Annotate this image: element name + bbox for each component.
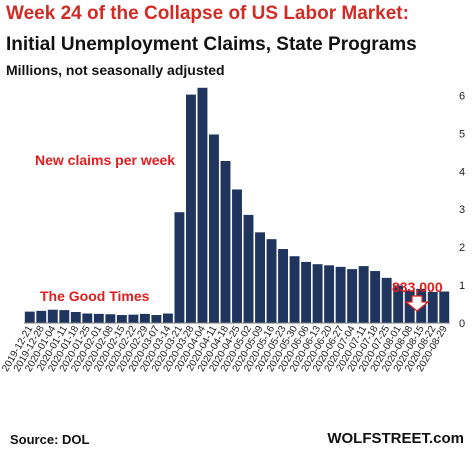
annotation-latest-value: 833,000: [392, 279, 443, 295]
chart-units: Millions, not seasonally adjusted: [6, 62, 225, 78]
bar-2020-01-11: [59, 310, 70, 323]
y-tick-label: 0: [459, 318, 465, 330]
bar-2020-02-08: [105, 314, 116, 323]
bar-2020-04-25: [232, 189, 242, 323]
down-arrow-icon: [404, 295, 430, 312]
bar-2020-01-25: [82, 313, 93, 323]
brand-label: WOLFSTREET.com: [327, 430, 464, 447]
bar-2019-12-21: [24, 311, 35, 323]
source-label: Source: DOL: [10, 432, 90, 447]
bar-2020-01-18: [70, 312, 81, 323]
bar-2020-02-22: [128, 314, 139, 323]
bar-2020-08-08: [404, 290, 415, 323]
bar-2020-02-15: [116, 315, 127, 323]
y-tick-label: 2: [459, 242, 465, 254]
y-tick-labels: 0 1 2 3 4 5 6: [459, 90, 465, 330]
bar-2020-05-30: [289, 256, 300, 323]
chart-subtitle: Initial Unemployment Claims, State Progr…: [6, 34, 417, 55]
bar-2020-02-29: [139, 313, 150, 323]
y-tick-label: 1: [459, 280, 465, 292]
bar-2020-07-18: [370, 271, 381, 323]
bar-2020-03-07: [151, 315, 162, 323]
bar-2020-07-04: [347, 269, 358, 323]
bar-2020-06-06: [301, 261, 312, 323]
bar-2020-06-27: [335, 266, 346, 323]
bar-2020-01-04: [47, 309, 58, 323]
bar-2020-08-01: [393, 285, 404, 323]
x-tick-labels: 2019-12-212019-12-282020-01-042020-01-11…: [0, 324, 450, 374]
bar-2020-06-13: [312, 264, 323, 323]
bar-2020-04-04: [197, 87, 208, 323]
bar-2020-08-22: [427, 291, 438, 323]
annotation-good-times: The Good Times: [40, 288, 150, 304]
bar-2020-02-01: [93, 313, 104, 323]
annotation-new-claims: New claims per week: [35, 152, 175, 168]
bar-2020-03-14: [162, 313, 173, 323]
bar-2020-04-18: [220, 161, 231, 323]
chart-title: Week 24 of the Collapse of US Labor Mark…: [6, 3, 409, 24]
bar-2020-05-09: [255, 232, 265, 323]
y-tick-label: 6: [459, 90, 465, 102]
bar-2020-03-28: [186, 94, 196, 324]
y-tick-label: 3: [459, 204, 465, 216]
bar-2020-07-11: [358, 266, 369, 323]
y-tick-label: 5: [459, 128, 465, 140]
bar-2020-05-02: [243, 214, 254, 323]
y-tick-label: 4: [459, 166, 465, 178]
bar-2020-05-23: [278, 249, 288, 323]
bar-2020-07-25: [381, 277, 392, 323]
bar-2020-08-29: [439, 291, 450, 323]
bar-2019-12-28: [36, 310, 47, 323]
bar-2020-03-21: [174, 212, 185, 323]
bar-2020-04-11: [209, 134, 219, 323]
bar-2020-06-20: [324, 265, 335, 323]
bar-2020-05-16: [266, 239, 277, 323]
